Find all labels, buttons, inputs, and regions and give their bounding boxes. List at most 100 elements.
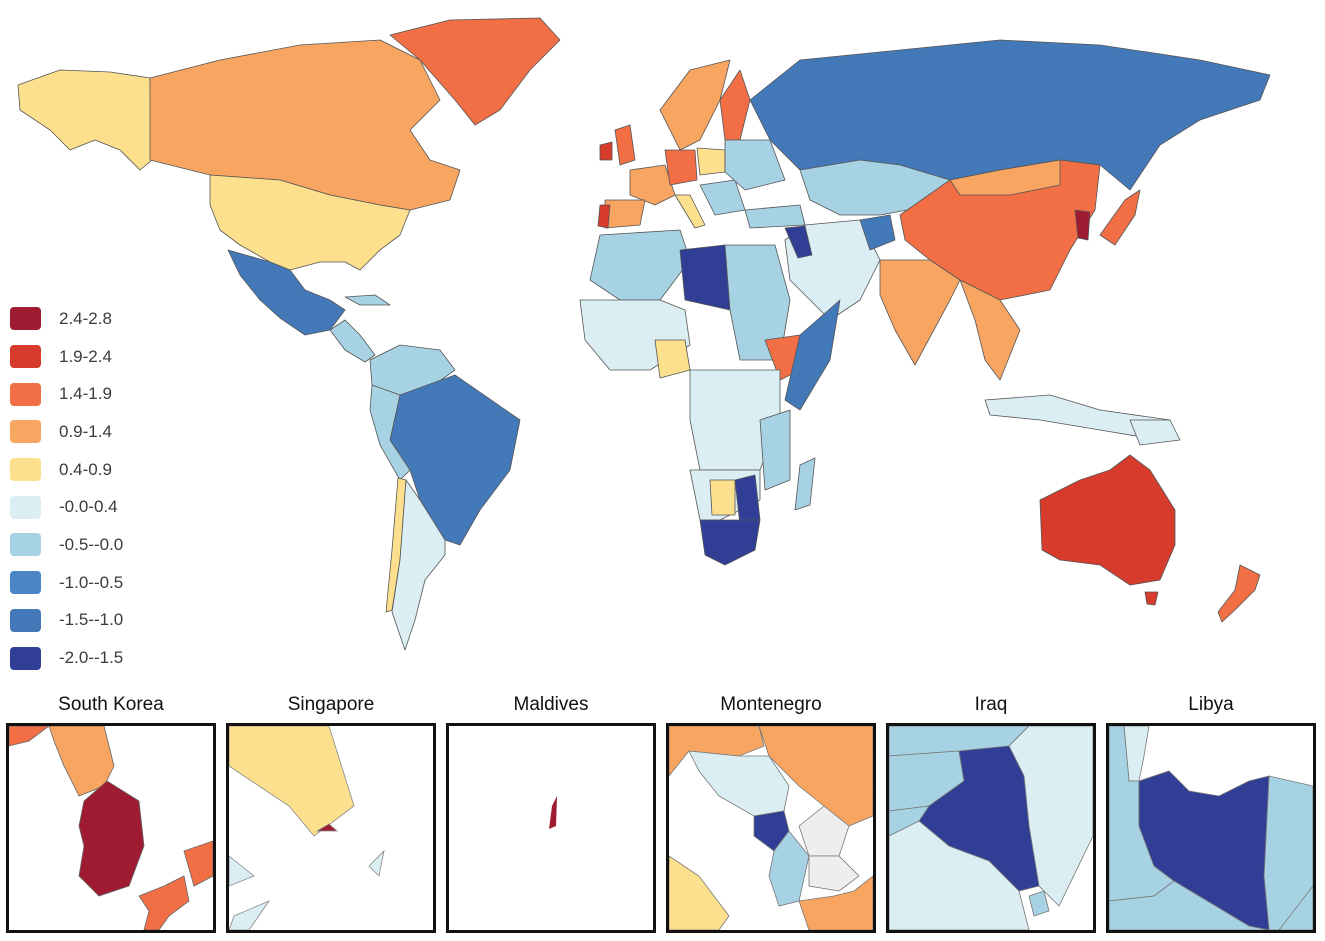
inset-map-frame: [886, 723, 1096, 933]
inset-title: Libya: [1188, 694, 1234, 715]
legend-label: -0.0-0.4: [59, 497, 118, 517]
region-usa: [209, 174, 411, 271]
legend-swatch: [10, 533, 41, 557]
legend-item: -1.0--0.5: [10, 564, 200, 602]
legend-swatch: [10, 420, 41, 444]
region-portugal: [597, 204, 611, 229]
region-balkans: [699, 179, 746, 216]
region-canada: [149, 39, 461, 211]
inset-region-indonesia-a: [229, 855, 255, 887]
legend: 2.4-2.8 1.9-2.4 1.4-1.9 0.9-1.4 0.4-0.9 -0.0-…: [10, 300, 200, 677]
inset-region-maldives: [549, 796, 557, 829]
inset-region-indonesia-b: [229, 900, 271, 930]
legend-swatch: [10, 646, 41, 670]
region-cuba: [344, 294, 391, 306]
region-france: [629, 164, 676, 206]
legend-item: 0.9-1.4: [10, 413, 200, 451]
legend-swatch: [10, 458, 41, 482]
inset-region-kuwait: [1028, 890, 1050, 917]
region-poland: [696, 147, 726, 176]
inset-region-macedonia: [808, 855, 860, 892]
inset-region-greece: [798, 875, 873, 930]
legend-item: -1.5--1.0: [10, 602, 200, 640]
region-libya: [679, 244, 731, 311]
region-horn-africa: [784, 299, 841, 411]
inset-region-kosovo: [798, 805, 850, 857]
inset-title: South Korea: [58, 694, 164, 715]
legend-swatch: [10, 345, 41, 369]
inset-map-frame: [666, 723, 876, 933]
region-uk: [614, 124, 636, 166]
inset-title: Montenegro: [720, 694, 822, 715]
inset-region-south-korea: [78, 780, 145, 897]
region-peru-bolivia: [369, 384, 411, 481]
legend-swatch: [10, 571, 41, 595]
legend-label: -1.5--1.0: [59, 610, 124, 630]
legend-label: 2.4-2.8: [59, 308, 112, 328]
inset-region-malaysia: [229, 726, 355, 837]
region-papua: [1129, 419, 1181, 446]
legend-label: 1.9-2.4: [59, 346, 112, 366]
region-central-america: [329, 319, 376, 363]
inset-region-niger-chad: [1109, 880, 1270, 930]
region-australia: [1039, 454, 1176, 586]
region-southeast-asia: [959, 279, 1021, 381]
region-alaska: [17, 69, 153, 171]
inset-region-north: [9, 726, 50, 747]
region-botswana: [709, 479, 736, 516]
legend-swatch: [10, 307, 41, 331]
inset-panels: South Korea Singapore: [0, 690, 1325, 941]
inset-map-frame: [446, 723, 656, 933]
inset-title: Iraq: [974, 694, 1008, 715]
inset-map-frame: [226, 723, 436, 933]
region-iraq: [784, 225, 813, 259]
legend-swatch: [10, 382, 41, 406]
legend-item: -2.0--1.5: [10, 639, 200, 677]
legend-label: 0.9-1.4: [59, 421, 112, 441]
legend-swatch: [10, 495, 41, 519]
region-south-africa: [699, 519, 761, 566]
region-iberia: [604, 199, 646, 229]
legend-label: 1.4-1.9: [59, 384, 112, 404]
world-choropleth-map: [17, 17, 1271, 651]
region-india: [879, 259, 961, 366]
region-italy: [674, 194, 706, 229]
legend-swatch: [10, 608, 41, 632]
region-ireland: [599, 141, 613, 161]
legend-label: 0.4-0.9: [59, 459, 112, 479]
legend-label: -0.5--0.0: [59, 534, 124, 554]
inset-map-frame: [6, 723, 216, 933]
inset-title: Singapore: [287, 694, 375, 715]
inset-region-saudi-arabia: [889, 820, 1030, 930]
inset-region-egypt-south: [1278, 885, 1313, 930]
region-nigeria: [654, 339, 691, 379]
region-korea: [1074, 209, 1091, 241]
region-finland: [719, 69, 751, 141]
inset-region-italy: [669, 855, 730, 930]
region-germany: [664, 149, 698, 186]
region-ukraine-belarus: [724, 139, 786, 191]
region-afghanistan: [859, 214, 896, 251]
region-tasmania: [1144, 591, 1159, 606]
legend-item: 0.4-0.9: [10, 451, 200, 489]
legend-item: -0.0-0.4: [10, 488, 200, 526]
legend-label: -1.0--0.5: [59, 572, 124, 592]
legend-item: 1.9-2.4: [10, 338, 200, 376]
inset-region-japan-north: [183, 840, 213, 887]
region-argentina: [391, 479, 446, 651]
region-scandinavia: [659, 59, 731, 151]
legend-item: 2.4-2.8: [10, 300, 200, 338]
region-new-zealand: [1217, 564, 1261, 623]
inset-region-japan-south: [138, 875, 190, 930]
region-madagascar: [794, 457, 816, 511]
inset-region-north-korea: [48, 726, 115, 797]
inset-title: Maldives: [513, 694, 589, 715]
region-greenland: [389, 17, 561, 126]
region-turkey: [744, 204, 806, 229]
region-mongolia: [949, 159, 1061, 196]
region-japan: [1099, 189, 1141, 246]
inset-map-frame: [1106, 723, 1316, 933]
region-east-africa: [759, 409, 791, 491]
region-mexico: [227, 249, 346, 336]
legend-item: -0.5--0.0: [10, 526, 200, 564]
